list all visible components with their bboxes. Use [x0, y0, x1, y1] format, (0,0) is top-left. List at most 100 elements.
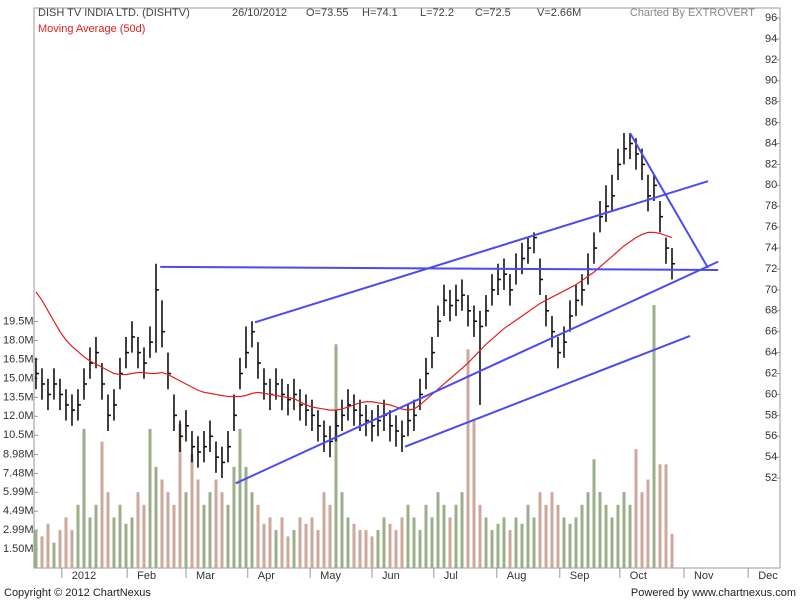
volume-bar [568, 523, 572, 568]
trend-line [235, 260, 719, 485]
y2-tick-label: 13.5M [3, 391, 34, 403]
volume-bar [100, 441, 104, 568]
y-tick-label: 84 [765, 137, 777, 149]
volume-bar [616, 504, 620, 568]
y-tick-label: 62 [765, 367, 777, 379]
volume-bar [562, 517, 566, 568]
volume-bar [184, 492, 188, 568]
volume-bar [352, 523, 356, 568]
volume-bar [118, 504, 122, 568]
volume-bar [52, 542, 56, 568]
volume-bar [304, 523, 308, 568]
volume-bar [58, 530, 62, 568]
volume-bar [514, 517, 518, 568]
x-tick-label: Jun [382, 570, 400, 582]
volume-bar [130, 517, 134, 568]
volume-bar [634, 449, 638, 568]
volume-bar [76, 504, 80, 568]
volume-bar [334, 344, 338, 568]
volume-bar [220, 492, 224, 568]
x-tick-label: 2012 [72, 570, 96, 582]
volume-bar [442, 504, 446, 568]
y2-tick-label: 16.5M [3, 353, 34, 365]
x-tick-label: Mar [196, 570, 215, 582]
volume-bar [628, 504, 632, 568]
volume-bar [412, 517, 416, 568]
y-tick-label: 74 [765, 242, 777, 254]
volume-bar [316, 530, 320, 568]
x-tick-label: Jul [444, 570, 458, 582]
volume-bar [172, 504, 176, 568]
volume-bar [460, 492, 464, 568]
y2-tick-label: 2.99M [3, 524, 34, 536]
y2-tick-label: 19.5M [3, 315, 34, 327]
volume-bar [94, 504, 98, 568]
volume-bar [490, 530, 494, 568]
volume-bar [400, 517, 404, 568]
volume-bar [232, 466, 236, 568]
volume-bar [112, 517, 116, 568]
y-tick-label: 86 [765, 116, 777, 128]
y-tick-label: 56 [765, 430, 777, 442]
volume-bar [640, 492, 644, 568]
moving-average [35, 231, 673, 411]
y2-tick-label: 18.0M [3, 334, 34, 346]
x-tick-label: Apr [258, 570, 275, 582]
volume-bar [286, 536, 290, 568]
volume-bar [262, 523, 266, 568]
y-tick-label: 52 [765, 472, 777, 484]
volume-bar [622, 492, 626, 568]
y-tick-label: 82 [765, 158, 777, 170]
volume-bar [196, 479, 200, 568]
volume-bar [394, 530, 398, 568]
volume-bar [424, 504, 428, 568]
volume-bar [292, 530, 296, 568]
volume-bar [430, 517, 434, 568]
header-close: C=72.5 [475, 7, 511, 19]
volume-bar [472, 418, 476, 568]
y-tick-label: 64 [765, 347, 777, 359]
volume-bar [88, 517, 92, 568]
volume-bar [406, 504, 410, 568]
volume-bar [178, 423, 182, 568]
y2-tick-label: 5.99M [3, 486, 34, 498]
plot-frame [33, 7, 781, 569]
y-tick-label: 68 [765, 305, 777, 317]
x-tick-label: Oct [630, 570, 647, 582]
volume-bar [580, 504, 584, 568]
volume-bar [532, 517, 536, 568]
y-tick-label: 60 [765, 388, 777, 400]
y-tick-label: 88 [765, 96, 777, 108]
y-tick-label: 54 [765, 451, 777, 463]
volume-bar [70, 530, 74, 568]
credit: Charted By EXTROVERT [630, 7, 755, 19]
y2-tick-label: 4.49M [3, 505, 34, 517]
volume-bar [82, 428, 86, 568]
y2-tick-label: 8.98M [3, 448, 34, 460]
volume-bar [34, 530, 38, 568]
volume-bar [670, 533, 674, 568]
powered-by: Powered by www.chartnexus.com [631, 587, 796, 599]
header-date: 26/10/2012 [232, 7, 287, 19]
y-tick-label: 80 [765, 179, 777, 191]
header-volume: V=2.66M [537, 7, 581, 19]
volume-bar [436, 492, 440, 568]
volume-bar [322, 492, 326, 568]
y-tick-label: 66 [765, 326, 777, 338]
volume-bar [190, 454, 194, 568]
volume-bar [226, 504, 230, 568]
volume-bar [598, 492, 602, 568]
volume-bar [148, 428, 152, 568]
volume-bar [382, 517, 386, 568]
volume-bar [502, 517, 506, 568]
volume-bar [340, 492, 344, 568]
volume-bar [358, 530, 362, 568]
volume-bar [454, 504, 458, 568]
volume-bar [244, 466, 248, 568]
x-tick-label: Dec [758, 570, 778, 582]
volume-bar [328, 504, 332, 568]
volume-bar [208, 492, 212, 568]
copyright: Copyright © 2012 ChartNexus [4, 587, 151, 599]
volume-bar [298, 517, 302, 568]
volume-bar [370, 536, 374, 568]
